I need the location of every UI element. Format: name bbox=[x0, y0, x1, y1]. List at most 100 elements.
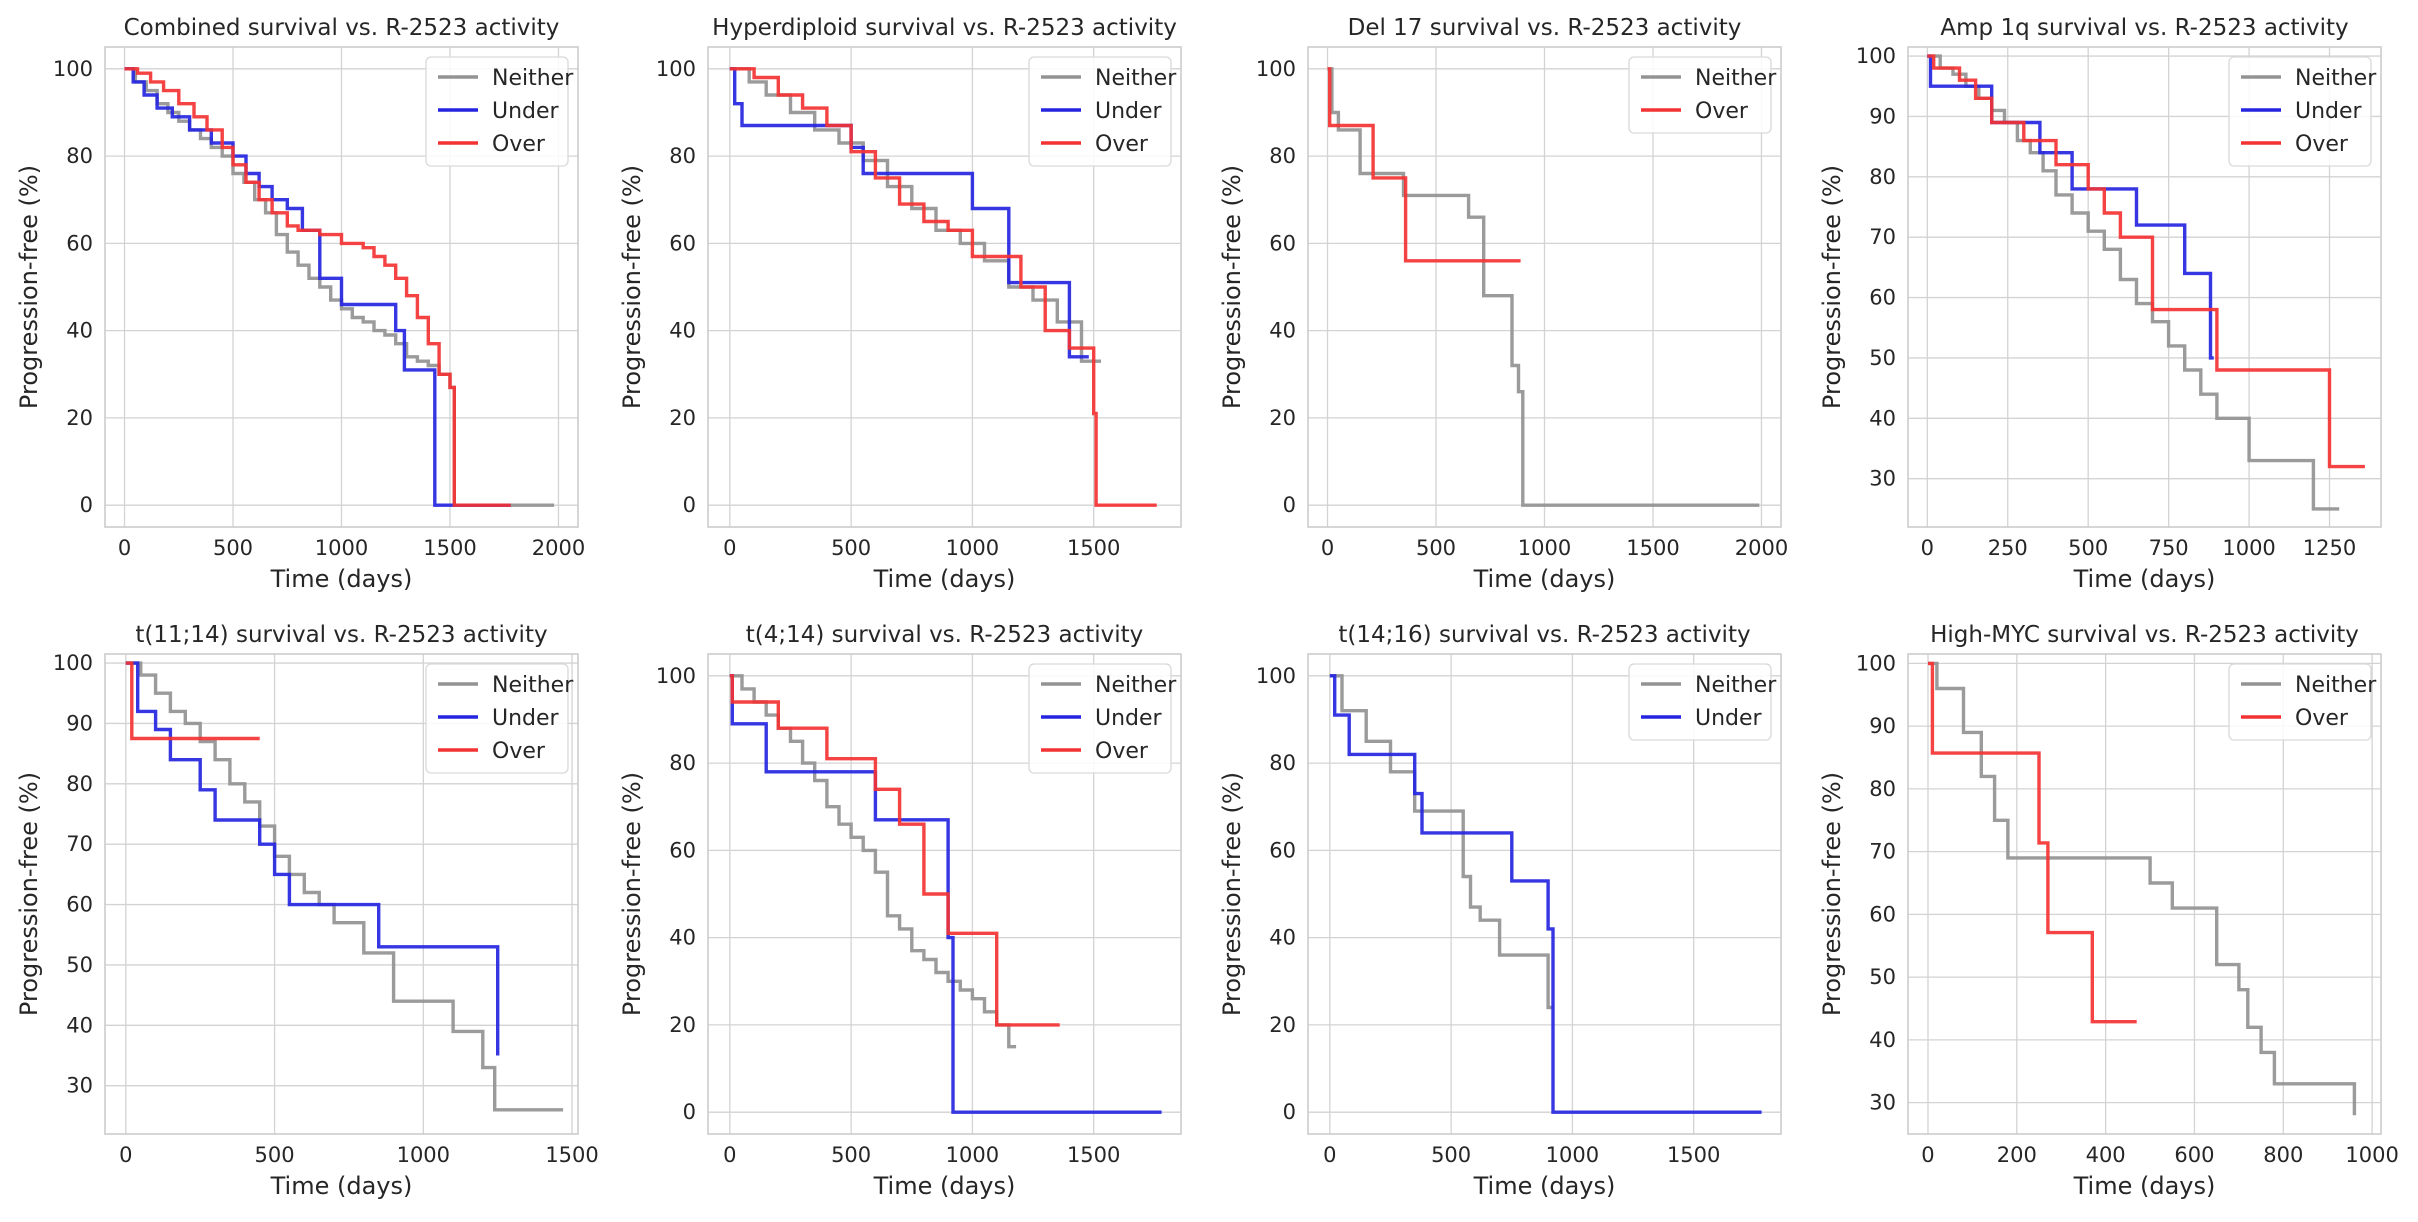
legend-label: Neither bbox=[2295, 66, 2377, 91]
chart-panel-7: 0 500 1000 1500 0 20 40 60 80 100 t(14;16) surviva… bbox=[1218, 622, 1782, 1200]
chart-panel-4: 0 250 500 750 1000 1250 30 40 50 60 70 80 90 100 Amp 1… bbox=[1818, 15, 2382, 593]
chart-panel-1: 0 500 1000 1500 2000 0 20 40 60 80 100 Combined sur… bbox=[15, 15, 585, 593]
x-tick-label: 1000 bbox=[315, 536, 368, 560]
legend-label: Under bbox=[2295, 99, 2363, 124]
legend-label: Over bbox=[1095, 132, 1149, 157]
y-tick-label: 80 bbox=[1269, 751, 1296, 775]
y-tick-label: 100 bbox=[656, 664, 696, 688]
axes-frame bbox=[1907, 653, 2382, 1135]
legend-label: Neither bbox=[1695, 66, 1777, 91]
legend-label: Over bbox=[492, 739, 546, 764]
series-line-under bbox=[1329, 674, 1762, 1114]
legend-label: Under bbox=[1695, 706, 1763, 731]
chart-title: t(11;14) survival vs. R-2523 activity bbox=[135, 622, 547, 648]
y-tick-label: 30 bbox=[1869, 1091, 1896, 1115]
y-tick-label: 60 bbox=[1869, 902, 1896, 926]
x-tick-label: 0 bbox=[723, 536, 736, 560]
x-tick-label: 500 bbox=[1431, 1143, 1471, 1167]
y-tick-label: 90 bbox=[1869, 714, 1896, 738]
legend-label: Under bbox=[1095, 99, 1163, 124]
y-tick-label: 0 bbox=[683, 493, 696, 517]
series-line-neither bbox=[1927, 54, 2340, 511]
y-tick-label: 60 bbox=[669, 231, 696, 255]
x-tick-label: 0 bbox=[119, 1143, 132, 1167]
series-line-over bbox=[125, 661, 260, 741]
x-tick-label: 1000 bbox=[2222, 536, 2275, 560]
series-line-under bbox=[125, 661, 500, 1056]
series-line-over bbox=[1927, 54, 2365, 469]
x-axis-label: Time (days) bbox=[1473, 565, 1616, 593]
chart-title: Combined survival vs. R-2523 activity bbox=[124, 15, 560, 41]
x-tick-label: 1000 bbox=[1546, 1143, 1599, 1167]
legend-label: Over bbox=[2295, 706, 2349, 731]
x-tick-label: 0 bbox=[1323, 1143, 1336, 1167]
chart-title: Hyperdiploid survival vs. R-2523 activit… bbox=[712, 15, 1177, 41]
y-tick-label: 100 bbox=[656, 57, 696, 81]
y-axis-label: Progression-free (%) bbox=[15, 772, 43, 1016]
x-tick-label: 1000 bbox=[946, 536, 999, 560]
legend: Neither Under Over bbox=[425, 56, 574, 167]
legend: Neither Over bbox=[1628, 56, 1777, 134]
legend-box bbox=[425, 56, 569, 167]
y-tick-label: 40 bbox=[66, 1013, 93, 1037]
legend-label: Over bbox=[492, 132, 546, 157]
series-line-under bbox=[124, 67, 511, 507]
x-tick-label: 200 bbox=[1997, 1143, 2037, 1167]
x-tick-label: 0 bbox=[723, 1143, 736, 1167]
series-line-under bbox=[1927, 54, 2214, 360]
y-tick-label: 0 bbox=[1283, 493, 1296, 517]
x-axis-label: Time (days) bbox=[873, 565, 1016, 593]
y-tick-label: 20 bbox=[1269, 406, 1296, 430]
x-tick-label: 2000 bbox=[1735, 536, 1788, 560]
y-tick-label: 80 bbox=[1269, 144, 1296, 168]
chart-panel-5: 0 500 1000 1500 30 40 50 60 70 80 90 100 t(11;14) su… bbox=[15, 622, 599, 1200]
chart-panel-2: 0 500 1000 1500 0 20 40 60 80 100 Hyperdiploid sur… bbox=[618, 15, 1182, 593]
y-tick-label: 20 bbox=[1269, 1013, 1296, 1037]
x-tick-label: 600 bbox=[2174, 1143, 2214, 1167]
y-axis-label: Progression-free (%) bbox=[1818, 772, 1846, 1016]
y-tick-label: 100 bbox=[1256, 57, 1296, 81]
chart-panel-3: 0 500 1000 1500 2000 0 20 40 60 80 100 Del 17 survi… bbox=[1218, 15, 1788, 593]
legend-box bbox=[1028, 56, 1172, 167]
x-tick-label: 500 bbox=[2068, 536, 2108, 560]
y-tick-label: 70 bbox=[1869, 840, 1896, 864]
x-axis-label: Time (days) bbox=[1473, 1172, 1616, 1200]
y-tick-label: 20 bbox=[669, 1013, 696, 1037]
y-tick-label: 100 bbox=[1856, 44, 1896, 68]
chart-title: t(4;14) survival vs. R-2523 activity bbox=[746, 622, 1144, 648]
legend-label: Neither bbox=[492, 66, 574, 91]
x-tick-label: 250 bbox=[1988, 536, 2028, 560]
y-tick-label: 80 bbox=[1869, 777, 1896, 801]
chart-title: Del 17 survival vs. R-2523 activity bbox=[1348, 15, 1742, 41]
legend: Neither Under bbox=[1628, 663, 1777, 741]
legend-label: Under bbox=[1095, 706, 1163, 731]
legend: Neither Under Over bbox=[425, 663, 574, 774]
legend-label: Neither bbox=[1095, 66, 1177, 91]
legend-label: Over bbox=[2295, 132, 2349, 157]
series-line-neither bbox=[1327, 67, 1760, 507]
x-tick-label: 500 bbox=[831, 536, 871, 560]
legend-label: Neither bbox=[1095, 673, 1177, 698]
y-tick-label: 30 bbox=[1869, 467, 1896, 491]
chart-title: t(14;16) survival vs. R-2523 activity bbox=[1338, 622, 1750, 648]
legend-label: Neither bbox=[2295, 673, 2377, 698]
series-line-neither bbox=[124, 67, 555, 507]
x-tick-label: 1500 bbox=[1067, 1143, 1120, 1167]
axes-frame bbox=[1907, 46, 2382, 528]
series-line-over bbox=[729, 67, 1157, 507]
axes-frame bbox=[1307, 653, 1782, 1135]
legend-label: Over bbox=[1095, 739, 1149, 764]
series-line-neither bbox=[1928, 661, 2357, 1116]
series-line-over bbox=[1928, 661, 2137, 1024]
axes-frame bbox=[707, 653, 1182, 1135]
legend-box bbox=[1028, 663, 1172, 774]
x-axis-label: Time (days) bbox=[270, 1172, 413, 1200]
series-line-over bbox=[124, 67, 511, 507]
x-tick-label: 500 bbox=[1416, 536, 1456, 560]
y-tick-label: 70 bbox=[66, 832, 93, 856]
x-tick-label: 400 bbox=[2086, 1143, 2126, 1167]
y-tick-label: 80 bbox=[669, 144, 696, 168]
legend: Neither Under Over bbox=[1028, 663, 1177, 774]
x-tick-label: 500 bbox=[831, 1143, 871, 1167]
axes-frame bbox=[104, 46, 579, 528]
